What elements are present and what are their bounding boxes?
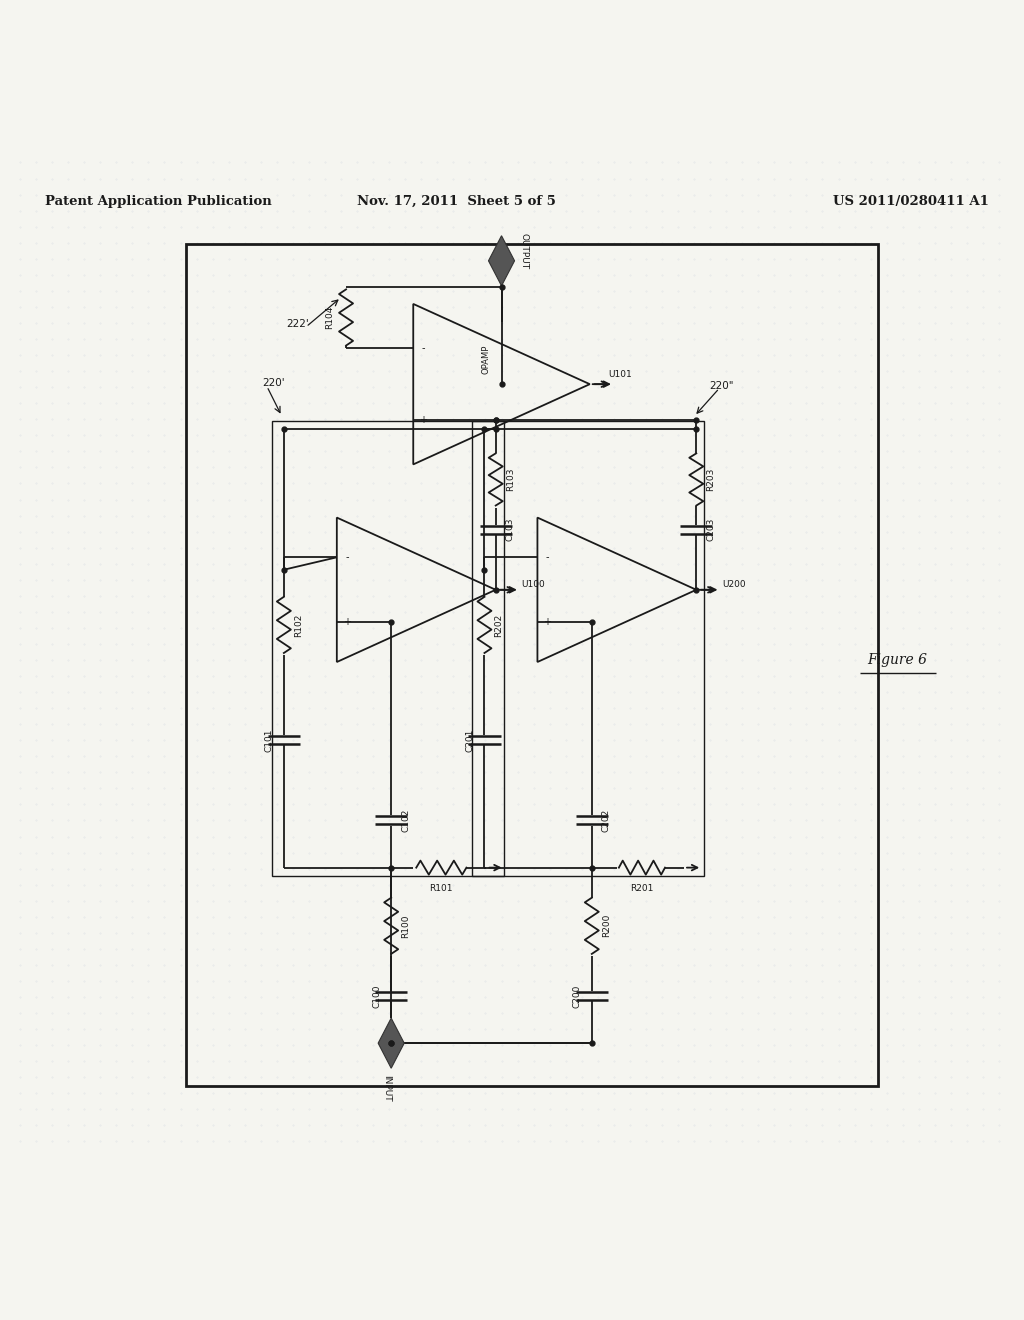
Text: R104: R104 (325, 306, 334, 329)
Text: +: + (419, 416, 427, 425)
Polygon shape (378, 1018, 404, 1068)
Text: U101: U101 (608, 370, 632, 379)
Text: R202: R202 (495, 614, 504, 636)
Text: 222': 222' (286, 319, 308, 329)
Text: 220": 220" (710, 381, 734, 391)
Text: -: - (345, 552, 348, 562)
Text: +: + (544, 618, 552, 627)
Text: R201: R201 (630, 883, 653, 892)
Text: -: - (546, 552, 549, 562)
Text: C202: C202 (602, 809, 611, 832)
Text: Figure 6: Figure 6 (867, 653, 928, 667)
Text: C203: C203 (707, 517, 716, 541)
Bar (472, 421, 705, 875)
Text: R101: R101 (430, 883, 453, 892)
Text: INPUT: INPUT (382, 1076, 391, 1102)
Text: C101: C101 (265, 729, 273, 752)
Text: C201: C201 (466, 729, 474, 752)
Text: -: - (422, 343, 425, 352)
Text: Nov. 17, 2011  Sheet 5 of 5: Nov. 17, 2011 Sheet 5 of 5 (357, 195, 556, 209)
Text: R100: R100 (401, 913, 411, 937)
Bar (271, 421, 504, 875)
Text: U200: U200 (722, 581, 745, 589)
Text: U100: U100 (521, 581, 546, 589)
Text: OUTPUT: OUTPUT (519, 232, 528, 269)
Text: R102: R102 (294, 614, 303, 636)
Text: R103: R103 (506, 467, 515, 491)
Polygon shape (488, 236, 514, 286)
Text: OPAMP: OPAMP (482, 345, 490, 374)
Text: Patent Application Publication: Patent Application Publication (45, 195, 272, 209)
Text: C102: C102 (401, 809, 411, 832)
Text: R203: R203 (707, 467, 716, 491)
Text: US 2011/0280411 A1: US 2011/0280411 A1 (833, 195, 988, 209)
Text: +: + (343, 618, 351, 627)
Text: C100: C100 (372, 985, 381, 1007)
Text: 220': 220' (262, 378, 285, 388)
Bar (185, 244, 878, 1086)
Text: C103: C103 (506, 517, 515, 541)
Text: C200: C200 (572, 985, 582, 1007)
Text: R200: R200 (602, 915, 611, 937)
